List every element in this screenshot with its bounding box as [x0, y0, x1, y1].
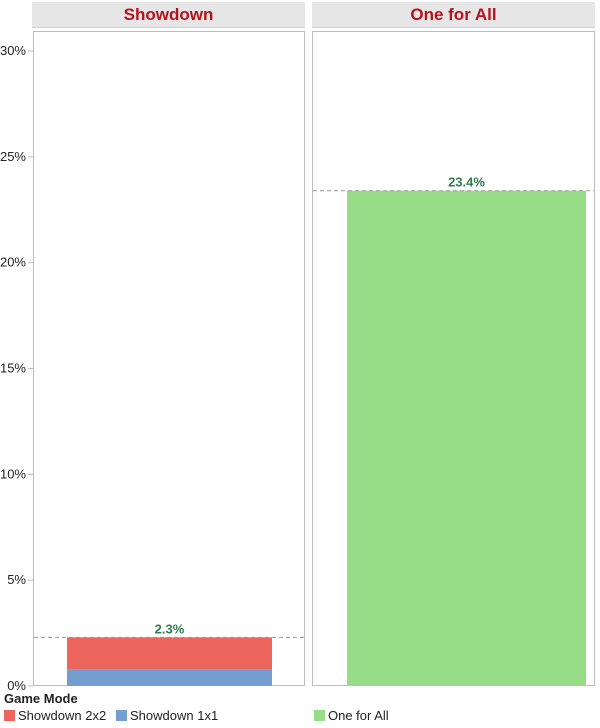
legend-swatch-showdown-2x2 [4, 710, 15, 721]
y-tick-label: 30% [0, 43, 26, 58]
bar-one-for-all [347, 190, 586, 686]
y-tick-label: 0% [7, 678, 26, 690]
panel-title-showdown: Showdown [32, 2, 305, 28]
y-tick-label: 20% [0, 255, 26, 270]
data-label-total: 23.4% [448, 175, 485, 190]
bar-showdown-1x1 [67, 669, 272, 686]
legend: Game Mode Showdown 2x2 Showdown 1x1 One … [0, 690, 600, 728]
legend-label-one-for-all: One for All [328, 708, 389, 723]
y-tick-label: 10% [0, 466, 26, 481]
legend-label-showdown-1x1: Showdown 1x1 [130, 708, 219, 723]
legend-title: Game Mode [4, 691, 78, 706]
legend-item-one-for-all: One for All [314, 708, 389, 724]
legend-swatch-showdown-1x1 [116, 710, 127, 721]
y-tick-label: 5% [7, 572, 26, 587]
y-tick-label: 25% [0, 149, 26, 164]
y-tick-label: 15% [0, 361, 26, 376]
panel-title-one-for-all: One for All [312, 2, 595, 28]
data-label-total: 2.3% [155, 621, 185, 636]
legend-item-showdown-1x1: Showdown 1x1 [116, 708, 218, 724]
bar-showdown-2x2 [67, 637, 272, 670]
panel-showdown [33, 31, 305, 686]
chart-plot-area: 0% 5% 10% 15% 20% 25% 30% 2.3% 23.4% [0, 43, 594, 690]
legend-item-showdown-2x2: Showdown 2x2 [4, 708, 106, 724]
legend-swatch-one-for-all [314, 710, 325, 721]
legend-label-showdown-2x2: Showdown 2x2 [18, 708, 107, 723]
